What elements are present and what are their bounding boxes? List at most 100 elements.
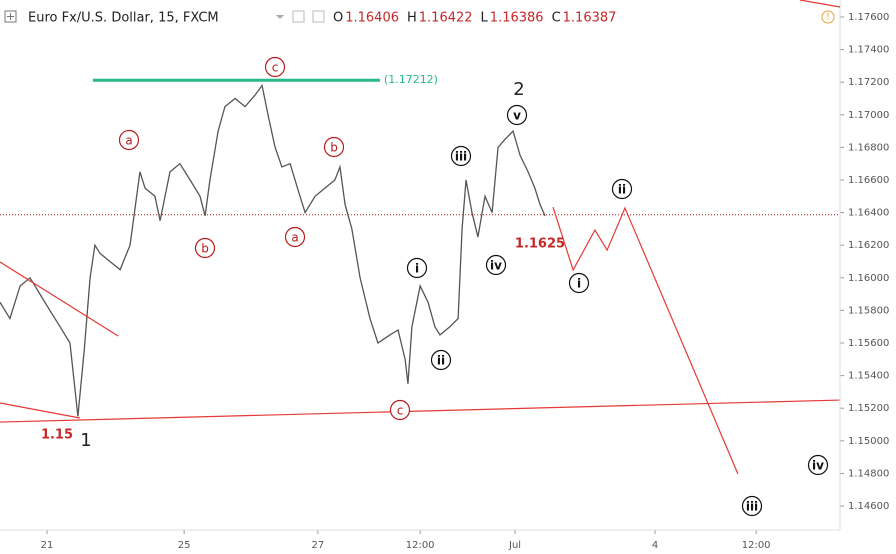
x-tick-label: 4: [652, 540, 658, 551]
y-tick-label: 1.16600: [848, 175, 889, 186]
series-line: [0, 261, 119, 337]
wave-circle: [450, 145, 472, 167]
x-tick-label: 12:00: [406, 540, 435, 551]
wave-text: ii: [437, 354, 445, 368]
wave-label: iv: [807, 454, 829, 476]
series-line: [0, 399, 841, 423]
ohlc-label: H: [407, 11, 417, 26]
wave-text: b: [330, 141, 338, 155]
wave-text: 1.15: [41, 428, 73, 443]
symbol-title: Euro Fx/U.S. Dollar, 15, FXCM: [28, 11, 219, 26]
wave-text: b: [201, 242, 209, 256]
wave-text: a: [125, 134, 132, 148]
wave-label: i: [406, 257, 428, 279]
ohlc-label: O: [333, 11, 343, 26]
wave-circle: [194, 237, 216, 259]
wave-text: 1: [80, 430, 91, 451]
y-tick-label: 1.16200: [848, 240, 889, 251]
wave-label: c: [389, 399, 411, 421]
x-tick-label: 27: [312, 540, 325, 551]
y-tick-label: 1.16400: [848, 208, 889, 219]
wave-text: iv: [490, 259, 502, 273]
wave-label: 1.1625: [515, 237, 565, 252]
wave-text: c: [397, 404, 404, 418]
wave-circle: [741, 495, 763, 517]
wave-text: i: [415, 262, 419, 276]
wave-circle: [485, 254, 507, 276]
wave-label: 2: [513, 79, 524, 100]
expand-icon[interactable]: [4, 10, 17, 23]
wave-text: iv: [812, 459, 824, 473]
wave-circle: [807, 454, 829, 476]
wave-label: a: [284, 226, 306, 248]
wave-label: b: [194, 237, 216, 259]
alert-icon[interactable]: [821, 10, 835, 24]
y-tick-label: 1.17400: [848, 45, 889, 56]
wave-label: 1: [80, 430, 91, 451]
plot: (1.17212): [0, 16, 844, 534]
x-tick-label: 25: [178, 540, 191, 551]
trend-line-edge: [799, 0, 841, 8]
wave-circle: [284, 226, 306, 248]
hide-icon[interactable]: [312, 10, 325, 23]
ohlc-value: 1.16422: [419, 11, 473, 26]
value-label: (1.17212): [384, 73, 438, 86]
wave-circle: [506, 104, 528, 126]
wave-text: c: [272, 61, 279, 75]
x-tick-label: Jul: [508, 540, 521, 551]
wave-text: 2: [513, 79, 524, 100]
wave-circle: [568, 272, 590, 294]
wave-text: 1.1625: [515, 237, 565, 252]
wave-label: 1.15: [41, 428, 73, 443]
wave-circle: [389, 399, 411, 421]
y-tick-label: 1.15800: [848, 305, 889, 316]
wave-circle: [264, 56, 286, 78]
wave-text: v: [513, 109, 521, 123]
y-tick-label: 1.17000: [848, 110, 889, 121]
wave-circle: [611, 178, 633, 200]
wave-label: ii: [430, 349, 452, 371]
y-tick-label: 1.15200: [848, 403, 889, 414]
dropdown-icon[interactable]: [276, 15, 284, 19]
y-tick-label: 1.17600: [848, 12, 889, 23]
series-line: [552, 206, 739, 475]
wave-text: ii: [618, 183, 626, 197]
x-tick-label: 21: [41, 540, 54, 551]
wave-label: b: [323, 136, 345, 158]
wave-label: ii: [611, 178, 633, 200]
y-tick-label: 1.14800: [848, 468, 889, 479]
wave-circle: [323, 136, 345, 158]
wave-circle: [118, 129, 140, 151]
y-tick-label: 1.16800: [848, 142, 889, 153]
wave-label: v: [506, 104, 528, 126]
y-tick-label: 1.16000: [848, 273, 889, 284]
y-tick-label: 1.15000: [848, 436, 889, 447]
y-tick-label: 1.14600: [848, 501, 889, 512]
x-tick-label: 12:00: [742, 540, 771, 551]
wave-text: i: [577, 277, 581, 291]
ohlc-value: 1.16387: [563, 11, 617, 26]
wave-label: iii: [741, 495, 763, 517]
y-tick-label: 1.17200: [848, 77, 889, 88]
wave-text: a: [291, 231, 298, 245]
header: Euro Fx/U.S. Dollar, 15, FXCM O 1.16406 H 1…: [4, 10, 835, 26]
y-tick-label: 1.15400: [848, 371, 889, 382]
series-line: [0, 402, 81, 419]
wave-text: iii: [746, 500, 758, 514]
settings-icon[interactable]: [292, 10, 305, 23]
wave-circle: [406, 257, 428, 279]
wave-label: iv: [485, 254, 507, 276]
wave-label: c: [264, 56, 286, 78]
ohlc-value: 1.16406: [345, 11, 399, 26]
ohlc: O 1.16406 H 1.16422 L 1.16386 C 1.16387: [333, 11, 616, 26]
wave-text: iii: [455, 150, 467, 164]
alert-mark: !: [826, 13, 830, 23]
series-line: [0, 83, 546, 417]
y-tick-label: 1.15600: [848, 338, 889, 349]
wave-label: iii: [450, 145, 472, 167]
wave-label: i: [568, 272, 590, 294]
ohlc-value: 1.16386: [490, 11, 544, 26]
